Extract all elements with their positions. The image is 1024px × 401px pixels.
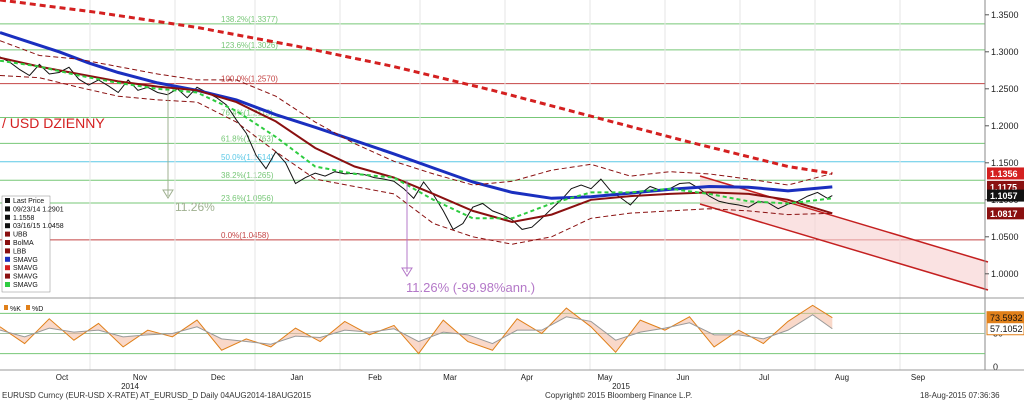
year-label-1: 2015 xyxy=(612,382,630,391)
price-badge-3 xyxy=(987,207,1024,220)
price-badge-0 xyxy=(987,167,1024,180)
fib-label-2: 100.0%(1.2570) xyxy=(221,75,278,84)
fib-label-1: 123.6%(1.3026) xyxy=(221,41,278,50)
month-label-3: Jan xyxy=(291,373,304,382)
stoch-legend-label-0: %K xyxy=(10,306,21,313)
month-label-7: May xyxy=(597,373,612,382)
month-label-9: Jul xyxy=(759,373,769,382)
measure-label-1: 11.26% xyxy=(175,200,215,214)
measure-arrow-2-head xyxy=(401,267,413,277)
time-axis: Oct Nov Dec Jan Feb Mar Apr May Jun Jul Aug Sep 2014… xyxy=(0,369,1024,391)
price-tick-label-0: 1.3500 xyxy=(991,10,1019,20)
series-smavg-4 xyxy=(0,59,833,220)
stoch-tick-label-1: 0 xyxy=(993,362,998,372)
annotations: 11.26% 11.26% (-99.98%ann.) xyxy=(162,90,535,295)
legend-label-4: UBB xyxy=(13,232,28,239)
stoch-legend-label-1: %D xyxy=(32,306,43,313)
stoch-badge-label-0: 73.5932 xyxy=(990,313,1023,323)
price-badge-label-1: 1.1175 xyxy=(990,182,1017,192)
legend-swatch-3 xyxy=(5,223,10,229)
stoch-legend-swatch-1 xyxy=(26,305,30,310)
price-tick-label-4: 1.1500 xyxy=(991,158,1019,168)
price-badge-2 xyxy=(987,189,1024,202)
legend-swatch-0 xyxy=(5,198,10,203)
series-smavg-2 xyxy=(0,0,833,175)
price-badge-label-3: 1.0817 xyxy=(990,209,1018,219)
price-series xyxy=(0,0,833,245)
footer: EURUSD Curncy (EUR-USD X-RATE) AT_EURUSD… xyxy=(2,391,1000,400)
price-axis: 1.35001.30001.25001.20001.15001.10001.05… xyxy=(984,0,1024,370)
legend-swatch-6 xyxy=(5,248,10,254)
stoch-d-line xyxy=(0,314,833,345)
month-label-5: Mar xyxy=(443,373,457,382)
month-label-8: Jun xyxy=(677,373,690,382)
month-label-6: Apr xyxy=(521,373,534,382)
series-lbb-6 xyxy=(0,75,833,245)
chart-title: / USD DZIENNY xyxy=(2,115,105,131)
legend-label-10: SMAVG xyxy=(13,282,38,289)
legend-label-2: 1.1558 xyxy=(13,215,35,222)
month-label-2: Dec xyxy=(211,373,225,382)
month-label-10: Aug xyxy=(835,373,849,382)
month-label-1: Nov xyxy=(133,373,147,382)
measure-arrow-1-head xyxy=(162,189,174,199)
stoch-badge-label-1: 57.1052 xyxy=(990,324,1023,334)
legend-swatch-5 xyxy=(5,240,10,245)
price-badge-label-2: 1.1057 xyxy=(990,191,1018,201)
fib-label-6: 38.2%(1.1265) xyxy=(221,171,274,180)
footer-center: Copyright© 2015 Bloomberg Finance L.P. xyxy=(545,391,692,400)
stoch-legend-swatch-0 xyxy=(4,305,8,310)
legend-swatch-4 xyxy=(5,231,10,237)
legend-label-5: BolMA xyxy=(13,240,34,247)
legend-swatch-10 xyxy=(5,282,10,287)
series-ubb-5 xyxy=(0,40,833,186)
legend-swatch-9 xyxy=(5,273,10,279)
fib-label-3: 76.4%(1.2113) xyxy=(221,108,273,117)
fib-label-8: 0.0%(1.0458) xyxy=(221,231,269,240)
measure-label-2: 11.26% (-99.98%ann.) xyxy=(406,280,535,295)
series-smavg-1 xyxy=(0,31,833,200)
legend-label-7: SMAVG xyxy=(13,257,38,264)
fib-label-0: 138.2%(1.3377) xyxy=(221,15,278,24)
fibonacci-levels: 138.2%(1.3377) 123.6%(1.3026) 100.0%(1.257… xyxy=(0,15,985,241)
legend-label-9: SMAVG xyxy=(13,274,38,281)
legend-swatch-2 xyxy=(5,214,10,220)
price-tick-label-7: 1.0000 xyxy=(991,269,1019,279)
legend-label-1: 09/23/14 1.2901 xyxy=(13,206,64,213)
footer-left: EURUSD Curncy (EUR-USD X-RATE) AT_EURUSD… xyxy=(2,391,312,400)
price-badge-label-0: 1.1356 xyxy=(990,169,1018,179)
trend-channel-upper xyxy=(699,175,989,263)
price-tick-label-2: 1.2500 xyxy=(991,84,1019,94)
month-label-4: Feb xyxy=(368,373,382,382)
price-tick-label-1: 1.3000 xyxy=(991,47,1019,57)
year-label-0: 2014 xyxy=(121,382,139,391)
series-smavg-3 xyxy=(0,56,833,224)
fib-label-7: 23.6%(1.0956) xyxy=(221,194,274,203)
price-tick-label-6: 1.0500 xyxy=(991,232,1019,242)
legend-label-6: LBB xyxy=(13,248,27,255)
stoch-badge-1 xyxy=(986,322,1024,336)
month-label-0: Oct xyxy=(56,373,69,382)
price-tick-label-3: 1.2000 xyxy=(991,121,1019,131)
legend-label-3: 03/16/15 1.0458 xyxy=(13,223,64,230)
legend-label-0: Last Price xyxy=(13,198,44,205)
legend-swatch-7 xyxy=(5,256,10,262)
legend-swatch-1 xyxy=(5,206,10,212)
legend-label-8: SMAVG xyxy=(13,265,38,272)
footer-right: 18-Aug-2015 07:36:36 xyxy=(920,391,1000,400)
month-label-11: Sep xyxy=(911,373,926,382)
legend-swatch-8 xyxy=(5,265,10,271)
fib-label-5: 50.0%(1.1514) xyxy=(221,153,274,162)
trend-channel-lower xyxy=(699,203,989,291)
fib-label-4: 61.8%(1.1763) xyxy=(221,134,274,143)
